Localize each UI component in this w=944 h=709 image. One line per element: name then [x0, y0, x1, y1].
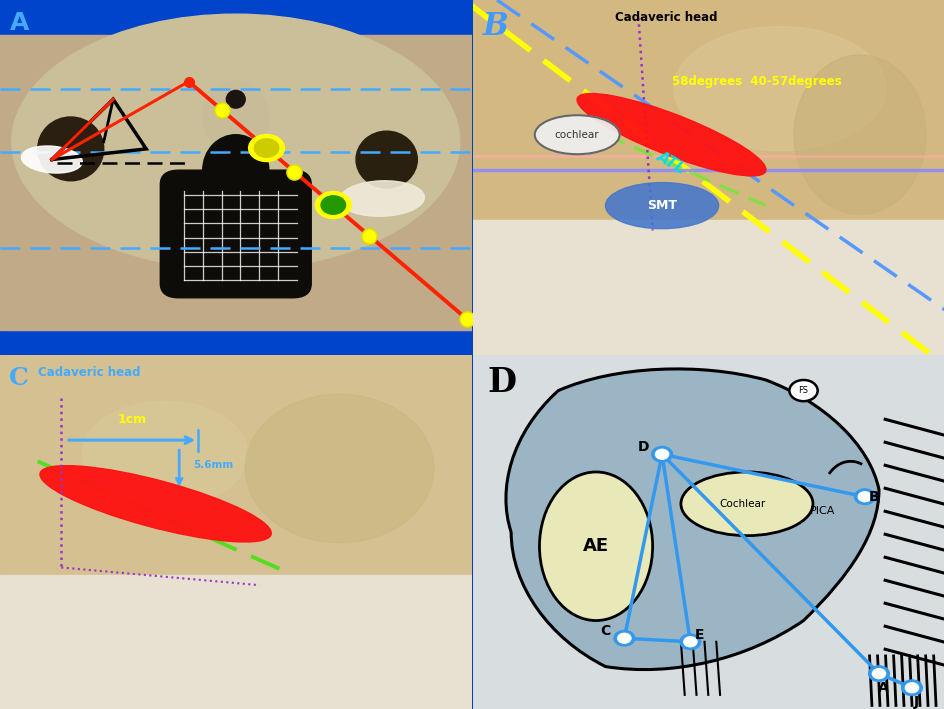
Ellipse shape: [605, 182, 717, 228]
Text: SMT: SMT: [647, 199, 676, 212]
Text: D: D: [487, 366, 516, 399]
Ellipse shape: [793, 55, 925, 215]
Ellipse shape: [203, 135, 268, 206]
Text: cochlear: cochlear: [554, 130, 598, 140]
Bar: [0, 574, 471, 709]
Bar: [0, 330, 471, 354]
Circle shape: [901, 680, 921, 696]
Circle shape: [315, 191, 351, 218]
FancyBboxPatch shape: [160, 170, 311, 298]
Circle shape: [655, 450, 668, 459]
Circle shape: [853, 489, 874, 505]
Circle shape: [248, 135, 284, 162]
Text: 58degrees  40-57degrees: 58degrees 40-57degrees: [671, 75, 840, 88]
Bar: [0, 355, 471, 574]
PathPatch shape: [505, 369, 878, 669]
Text: Cochlear: Cochlear: [718, 499, 765, 509]
Ellipse shape: [339, 181, 424, 216]
Ellipse shape: [11, 14, 460, 269]
Circle shape: [254, 139, 278, 157]
Bar: [473, 220, 944, 354]
Text: ATL: ATL: [654, 149, 687, 177]
Ellipse shape: [577, 94, 766, 176]
Circle shape: [904, 683, 918, 693]
Ellipse shape: [38, 117, 104, 181]
Circle shape: [683, 637, 697, 647]
Circle shape: [680, 634, 700, 649]
Circle shape: [651, 447, 672, 462]
Ellipse shape: [681, 472, 812, 535]
Bar: [0, 35, 471, 330]
Text: C: C: [599, 624, 610, 638]
Text: J: J: [913, 695, 919, 709]
Ellipse shape: [203, 82, 268, 152]
Text: C: C: [9, 366, 29, 390]
Circle shape: [871, 669, 885, 679]
Circle shape: [614, 630, 634, 646]
Ellipse shape: [539, 472, 652, 620]
Circle shape: [788, 380, 817, 401]
Ellipse shape: [534, 116, 619, 155]
Text: E: E: [694, 627, 704, 642]
Text: A: A: [9, 11, 28, 35]
Text: B: B: [482, 11, 508, 42]
Text: PICA: PICA: [809, 506, 834, 516]
Ellipse shape: [227, 91, 244, 108]
Ellipse shape: [356, 131, 417, 188]
Circle shape: [321, 196, 346, 214]
Circle shape: [868, 666, 888, 681]
Text: FS: FS: [798, 386, 808, 395]
Text: 5.6mm: 5.6mm: [194, 460, 233, 470]
Text: Cadaveric head: Cadaveric head: [38, 366, 140, 379]
Ellipse shape: [40, 466, 271, 542]
Text: 1cm: 1cm: [117, 413, 146, 426]
Ellipse shape: [244, 394, 433, 542]
Ellipse shape: [673, 26, 885, 151]
Text: A: A: [877, 681, 888, 695]
Ellipse shape: [82, 401, 247, 508]
Ellipse shape: [22, 146, 82, 173]
Circle shape: [617, 633, 631, 643]
Text: Cadaveric head: Cadaveric head: [615, 11, 716, 23]
Bar: [0, 0, 471, 35]
Circle shape: [857, 492, 870, 502]
Text: AE: AE: [582, 537, 609, 555]
Bar: [473, 0, 944, 220]
Text: B: B: [868, 490, 879, 503]
Text: D: D: [637, 440, 649, 454]
